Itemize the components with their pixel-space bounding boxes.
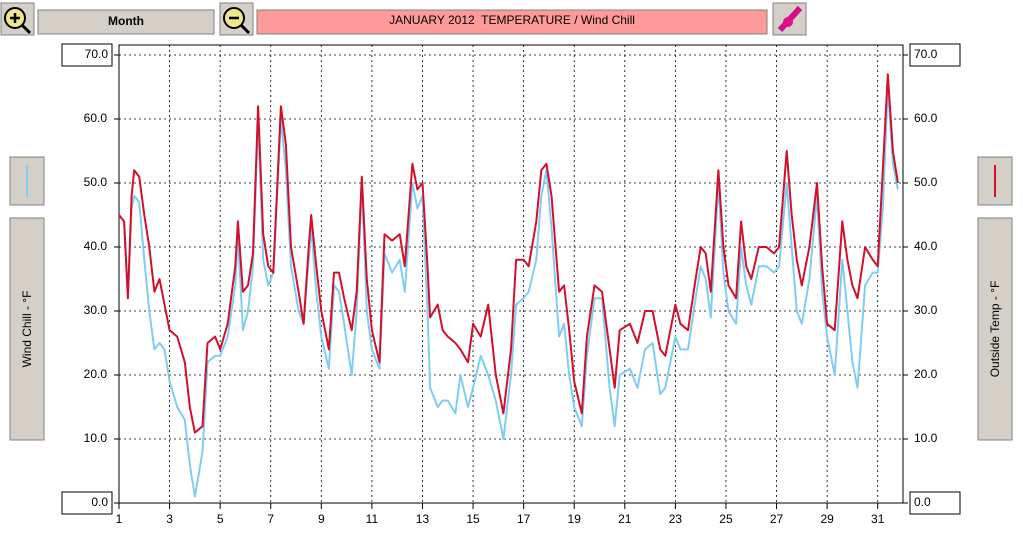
y2-axis-label: Outside Temp - °F	[988, 281, 1002, 378]
y-tick-label: 20.0	[84, 367, 108, 381]
chart-title: JANUARY 2012 TEMPERATURE / Wind Chill	[389, 13, 635, 27]
y-tick-label: 50.0	[84, 175, 108, 189]
period-label: Month	[108, 14, 144, 28]
y2-axis-label-box	[977, 217, 1013, 441]
x-tick-label: 29	[820, 512, 834, 526]
y2-tick-label: 70.0	[914, 47, 938, 61]
edit-button[interactable]	[772, 2, 807, 36]
y-tick-box	[61, 43, 113, 67]
series-line	[118, 73, 899, 434]
y-tick-box	[61, 491, 113, 515]
x-tick-label: 31	[871, 512, 885, 526]
x-tick-label: 15	[466, 512, 480, 526]
x-tick-label: 25	[719, 512, 733, 526]
y2-tick-label: 60.0	[914, 111, 938, 125]
zoom-out-button[interactable]	[219, 2, 254, 36]
y2-tick-label: 10.0	[914, 431, 938, 445]
x-tick-label: 21	[618, 512, 632, 526]
x-tick-label: 9	[318, 512, 325, 526]
y-tick-label: 70.0	[85, 47, 109, 61]
y-tick-label: 30.0	[84, 303, 108, 317]
y-tick-label: 60.0	[84, 111, 108, 125]
x-tick-label: 7	[267, 512, 274, 526]
x-tick-label: 13	[416, 512, 430, 526]
x-tick-label: 23	[669, 512, 683, 526]
x-tick-label: 3	[166, 512, 173, 526]
y-tick-label: 40.0	[84, 239, 108, 253]
title-box	[256, 9, 768, 35]
y2-tick-label: 50.0	[914, 175, 938, 189]
y-axis-label-box	[9, 217, 45, 441]
y2-tick-label: 30.0	[914, 303, 938, 317]
y-tick-label: 10.0	[84, 431, 108, 445]
x-tick-label: 5	[217, 512, 224, 526]
outside-temp-legend[interactable]	[977, 156, 1013, 206]
y-axis-label: Wind Chill - °F	[20, 291, 34, 368]
y2-tick-box	[909, 491, 961, 515]
y2-tick-label: 40.0	[914, 239, 938, 253]
x-tick-label: 19	[568, 512, 582, 526]
x-tick-label: 27	[770, 512, 784, 526]
y2-tick-box	[909, 43, 961, 67]
zoom-in-button[interactable]	[0, 2, 35, 36]
y-tick-label: 0.0	[91, 495, 108, 509]
y2-tick-label: 0.0	[914, 495, 931, 509]
x-tick-label: 11	[366, 512, 379, 526]
x-tick-label: 17	[517, 512, 531, 526]
x-tick-label: 1	[116, 512, 123, 526]
wind-chill-legend[interactable]	[9, 156, 45, 206]
period-button[interactable]: Month	[37, 9, 215, 35]
y2-tick-label: 20.0	[914, 367, 938, 381]
